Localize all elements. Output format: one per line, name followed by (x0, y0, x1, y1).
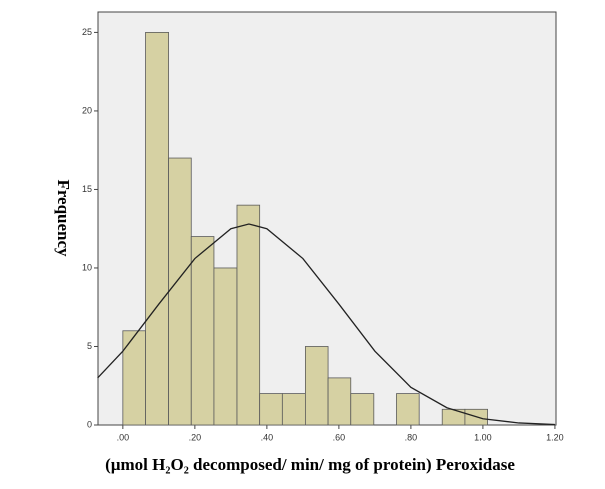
y-tick-label: 10 (82, 262, 92, 272)
bar (281, 393, 306, 426)
bar (190, 236, 215, 426)
x-tick-label: .20 (189, 432, 202, 442)
y-tick-label: 0 (87, 419, 92, 429)
y-tick-label: 5 (87, 341, 92, 351)
bar (350, 393, 375, 426)
y-tick-label: 15 (82, 184, 92, 194)
bar (304, 346, 329, 426)
x-tick-label: 1.00 (474, 432, 492, 442)
bar (168, 157, 192, 426)
bar (122, 330, 146, 426)
x-tick-label: 1.20 (546, 432, 564, 442)
y-tick-label: 25 (82, 27, 92, 37)
x-tick-label: .60 (333, 432, 346, 442)
normal-curve (97, 223, 555, 426)
y-axis-title: Frequency (54, 179, 73, 257)
bar (259, 393, 283, 426)
y-tick-label: 20 (82, 105, 92, 115)
x-axis-title: (µmol H₂O₂ decomposed/ min/ mg of protei… (105, 455, 515, 474)
bar (327, 377, 352, 426)
bar (213, 267, 238, 426)
bar (145, 32, 169, 426)
x-tick-label: .80 (405, 432, 418, 442)
bar (396, 393, 420, 426)
bar (236, 204, 261, 426)
x-tick-label: .00 (117, 432, 130, 442)
x-tick-label: .40 (261, 432, 274, 442)
